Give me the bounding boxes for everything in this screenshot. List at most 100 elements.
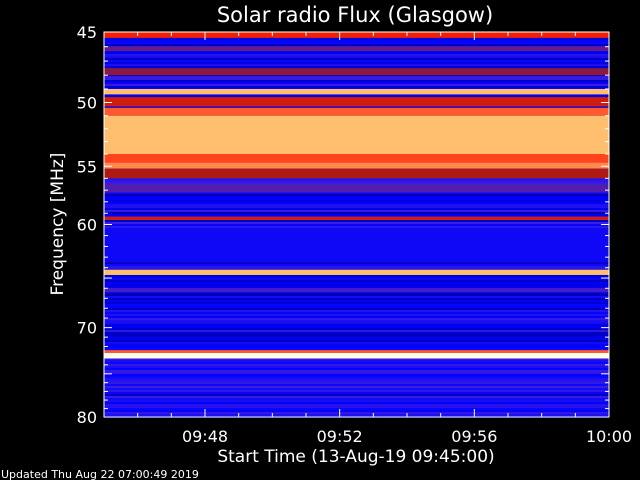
spectrogram-row bbox=[104, 224, 609, 226]
spectrogram-row bbox=[104, 346, 609, 348]
spectrogram-row bbox=[104, 392, 609, 394]
spectrogram-row bbox=[104, 206, 609, 208]
spectrogram-row bbox=[104, 338, 609, 340]
spectrogram-row bbox=[104, 336, 609, 338]
spectrogram-row bbox=[104, 376, 609, 378]
spectrogram-row bbox=[104, 398, 609, 400]
spectrogram-row bbox=[104, 394, 609, 396]
spectrogram-row bbox=[104, 328, 609, 330]
spectrogram-row bbox=[104, 194, 609, 196]
chart-title: Solar radio Flux (Glasgow) bbox=[217, 3, 493, 27]
spectrogram-row bbox=[104, 362, 609, 364]
spectrogram-row bbox=[104, 318, 609, 320]
spectrogram-row bbox=[104, 302, 609, 304]
spectrogram-row bbox=[104, 208, 609, 210]
spectrogram-row bbox=[104, 360, 609, 362]
spectrogram-row bbox=[104, 54, 609, 56]
spectrogram-row bbox=[104, 368, 609, 370]
spectrogram-row bbox=[104, 372, 609, 374]
spectrogram-row bbox=[104, 304, 609, 306]
spectrogram-row bbox=[104, 406, 609, 408]
spectrogram-row bbox=[104, 400, 609, 402]
spectrogram-row bbox=[104, 192, 609, 194]
x-tick-label: 10:00 bbox=[586, 427, 632, 446]
spectrogram-row bbox=[104, 298, 609, 300]
spectrogram-row bbox=[104, 76, 609, 78]
spectrogram-row bbox=[104, 280, 609, 282]
y-tick-label: 80 bbox=[77, 408, 97, 427]
spectrogram-row bbox=[104, 312, 609, 314]
emission-band bbox=[104, 88, 609, 95]
emission-band bbox=[104, 32, 609, 38]
spectrogram-row bbox=[104, 320, 609, 322]
spectrogram-row bbox=[104, 228, 609, 230]
spectrogram-row bbox=[104, 274, 609, 276]
spectrogram-row bbox=[104, 106, 609, 108]
spectrogram-row bbox=[104, 276, 609, 278]
emission-band bbox=[104, 288, 609, 293]
emission-band bbox=[104, 216, 609, 221]
spectrogram-row bbox=[104, 296, 609, 298]
spectrogram-row bbox=[104, 388, 609, 390]
spectrogram-row bbox=[104, 264, 609, 266]
emission-band bbox=[104, 168, 609, 179]
spectrogram-row bbox=[104, 94, 609, 96]
spectrogram-row bbox=[104, 314, 609, 316]
spectrogram-row bbox=[104, 322, 609, 324]
y-tick-label: 70 bbox=[77, 319, 97, 338]
spectrogram-row bbox=[104, 310, 609, 312]
x-axis-ticks: 09:48 09:52 09:56 10:00 bbox=[137, 32, 632, 446]
spectrogram-row bbox=[104, 342, 609, 344]
emission-band bbox=[104, 350, 609, 353]
spectrogram-row bbox=[104, 330, 609, 332]
y-axis-ticks: 45 50 55 60 70 80 bbox=[77, 23, 609, 427]
spectrogram-row bbox=[104, 384, 609, 386]
spectrogram-row bbox=[104, 196, 609, 198]
spectrogram-row bbox=[104, 212, 609, 214]
spectrogram-row bbox=[104, 324, 609, 326]
spectrogram-row bbox=[104, 220, 609, 222]
spectrogram-row bbox=[104, 202, 609, 204]
spectrogram-row bbox=[104, 58, 609, 60]
emission-band bbox=[104, 153, 609, 163]
spectrogram-row bbox=[104, 60, 609, 62]
emission-band bbox=[104, 97, 609, 107]
spectrogram-row bbox=[104, 86, 609, 88]
spectrogram-row bbox=[104, 66, 609, 68]
spectrogram-row bbox=[104, 402, 609, 404]
x-axis-label: Start Time (13-Aug-19 09:45:00) bbox=[217, 447, 494, 467]
spectrogram-row bbox=[104, 404, 609, 406]
spectrogram-row bbox=[104, 56, 609, 58]
emission-band bbox=[104, 269, 609, 275]
y-tick-label: 60 bbox=[77, 216, 97, 235]
spectrogram-row bbox=[104, 262, 609, 264]
spectrogram-row bbox=[104, 380, 609, 382]
spectrogram-row bbox=[104, 78, 609, 80]
spectrogram-row bbox=[104, 414, 609, 416]
spectrogram-row bbox=[104, 326, 609, 328]
plot-area bbox=[103, 31, 610, 418]
spectrogram-row bbox=[104, 284, 609, 286]
x-tick-label: 09:52 bbox=[317, 427, 363, 446]
spectrogram-row bbox=[104, 340, 609, 342]
spectrogram-row bbox=[104, 332, 609, 334]
spectrogram-row bbox=[104, 180, 609, 182]
emission-band bbox=[104, 162, 609, 169]
spectrogram-row bbox=[104, 266, 609, 268]
y-tick-label: 45 bbox=[77, 23, 97, 42]
spectrogram-row bbox=[104, 358, 609, 360]
spectrogram-row bbox=[104, 200, 609, 202]
spectrogram-row bbox=[104, 370, 609, 372]
y-tick-label: 50 bbox=[77, 94, 97, 113]
spectrogram-row bbox=[104, 198, 609, 200]
spectrogram-row bbox=[104, 294, 609, 296]
y-axis-label: Frequency [MHz] bbox=[48, 153, 68, 296]
spectrogram-row bbox=[104, 300, 609, 302]
spectrogram-row bbox=[104, 334, 609, 336]
spectrogram-row bbox=[104, 222, 609, 224]
spectrogram-row bbox=[104, 292, 609, 294]
spectrogram-row bbox=[104, 306, 609, 308]
spectrogram-row bbox=[104, 390, 609, 392]
spectrogram-row bbox=[104, 386, 609, 388]
